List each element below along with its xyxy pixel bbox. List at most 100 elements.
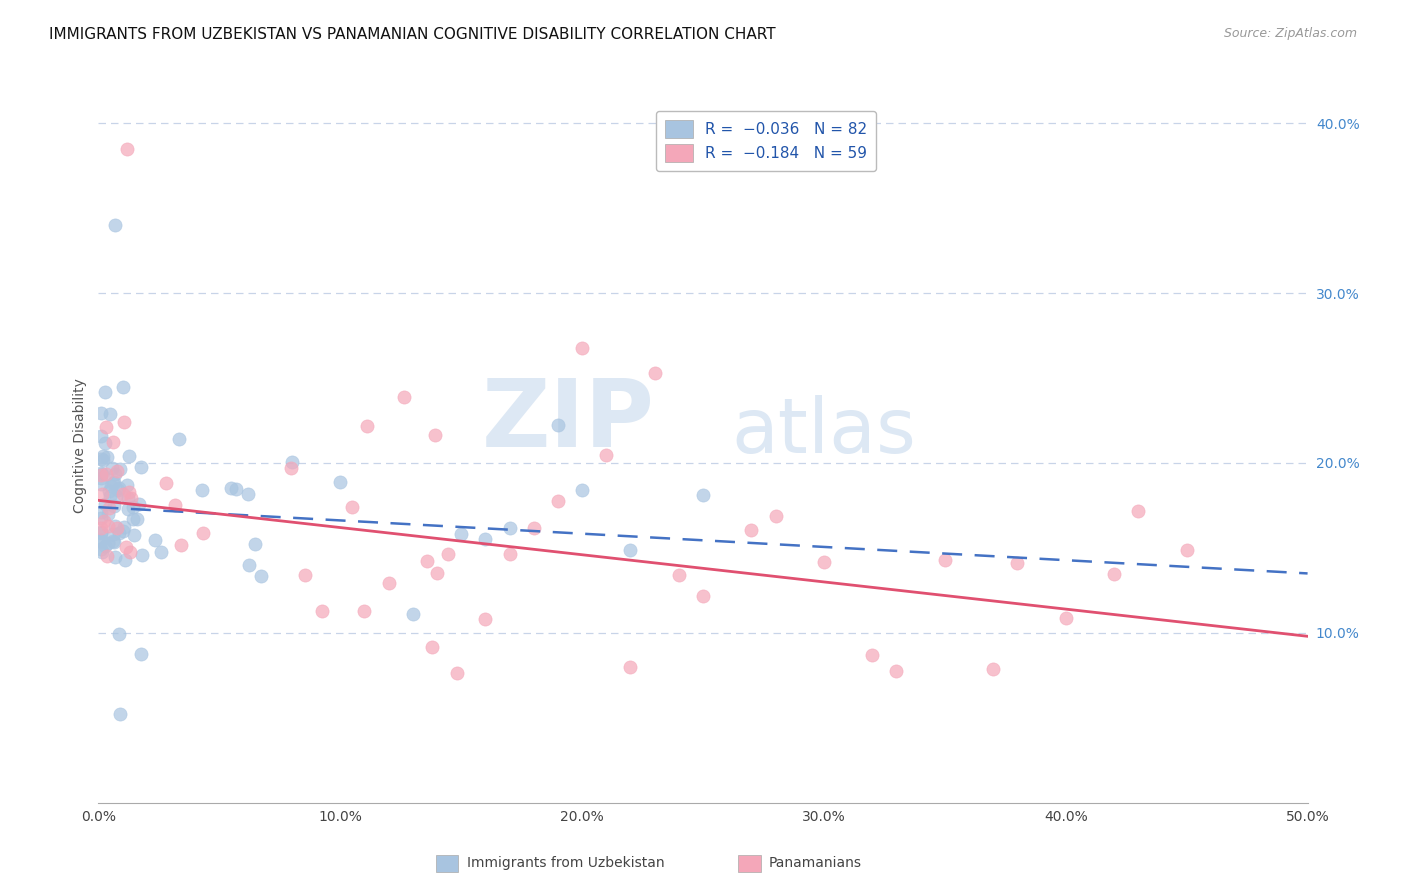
Point xyxy=(193,526,215,541)
Point xyxy=(426,566,449,581)
Point xyxy=(121,511,143,525)
Text: Panamanians: Panamanians xyxy=(769,856,862,871)
Legend: R =  −0.036   N = 82, R =  −0.184   N = 59: R = −0.036 N = 82, R = −0.184 N = 59 xyxy=(657,112,876,171)
Point xyxy=(692,589,714,603)
Point xyxy=(108,526,131,541)
Point xyxy=(981,662,1004,676)
Point xyxy=(740,523,762,537)
Point xyxy=(238,558,260,572)
Point xyxy=(129,459,152,474)
Point xyxy=(112,487,135,501)
Point xyxy=(104,550,127,565)
Point xyxy=(191,483,214,497)
Point xyxy=(91,449,114,463)
Point xyxy=(340,500,363,514)
Point xyxy=(90,511,112,525)
Point xyxy=(100,478,122,492)
Point xyxy=(94,467,117,482)
Point xyxy=(90,452,112,467)
Point xyxy=(547,494,569,508)
Point xyxy=(125,512,148,526)
Point xyxy=(90,476,112,491)
Point xyxy=(169,538,191,552)
Point xyxy=(129,647,152,661)
Point xyxy=(107,483,129,497)
Point xyxy=(498,521,520,535)
Point xyxy=(1128,504,1150,518)
Point xyxy=(1102,566,1125,581)
Point xyxy=(90,505,112,519)
Point xyxy=(90,429,112,443)
Point xyxy=(103,499,125,513)
Point xyxy=(402,607,425,621)
Point xyxy=(112,415,135,429)
Point xyxy=(97,508,120,522)
Point xyxy=(110,461,132,475)
Point xyxy=(415,554,437,568)
Point xyxy=(150,545,173,559)
Point xyxy=(90,471,112,485)
Point xyxy=(90,468,112,483)
Point xyxy=(547,418,569,433)
Text: atlas: atlas xyxy=(731,395,917,468)
Point xyxy=(118,450,141,464)
Point xyxy=(1007,556,1029,570)
Point xyxy=(93,514,115,528)
Point xyxy=(111,524,134,539)
Point xyxy=(103,475,125,489)
Point xyxy=(523,521,546,535)
Point xyxy=(90,533,112,548)
Point xyxy=(120,491,142,505)
Point xyxy=(90,542,112,557)
Point xyxy=(474,612,496,626)
Text: Source: ZipAtlas.com: Source: ZipAtlas.com xyxy=(1223,27,1357,40)
Point xyxy=(121,500,143,514)
Point xyxy=(249,569,271,583)
Point xyxy=(97,536,120,550)
Point xyxy=(96,549,118,563)
Point xyxy=(94,497,117,511)
Text: ZIP: ZIP xyxy=(482,375,655,467)
Point xyxy=(90,467,112,482)
Point xyxy=(103,534,125,549)
Point xyxy=(143,533,166,548)
Point xyxy=(120,545,142,559)
Point xyxy=(765,509,787,524)
Point xyxy=(98,501,121,516)
Point xyxy=(108,707,131,722)
Point xyxy=(90,520,112,534)
Point xyxy=(131,548,153,562)
Point xyxy=(392,390,415,404)
Point xyxy=(117,478,139,492)
Point xyxy=(101,534,124,549)
Point xyxy=(450,527,472,541)
Point xyxy=(243,537,266,551)
Point xyxy=(117,491,139,506)
Point xyxy=(118,485,141,500)
Point xyxy=(377,575,399,590)
Point xyxy=(94,384,117,399)
Point xyxy=(122,528,145,542)
Point xyxy=(101,527,124,541)
Point xyxy=(100,461,122,475)
Point xyxy=(446,665,468,680)
Point xyxy=(353,604,375,618)
Point xyxy=(98,407,121,421)
Point xyxy=(420,640,443,654)
Point xyxy=(98,489,121,503)
Point xyxy=(101,435,124,450)
Point xyxy=(167,432,190,446)
Point xyxy=(595,449,617,463)
Point xyxy=(104,218,127,232)
Y-axis label: Cognitive Disability: Cognitive Disability xyxy=(73,378,87,514)
Point xyxy=(644,366,666,380)
Point xyxy=(104,467,127,482)
Point xyxy=(94,420,117,434)
Point xyxy=(219,481,242,495)
Point xyxy=(163,498,186,512)
Point xyxy=(105,489,128,503)
Point xyxy=(813,555,835,569)
Point xyxy=(112,520,135,534)
Point xyxy=(101,476,124,491)
Point xyxy=(117,142,139,156)
